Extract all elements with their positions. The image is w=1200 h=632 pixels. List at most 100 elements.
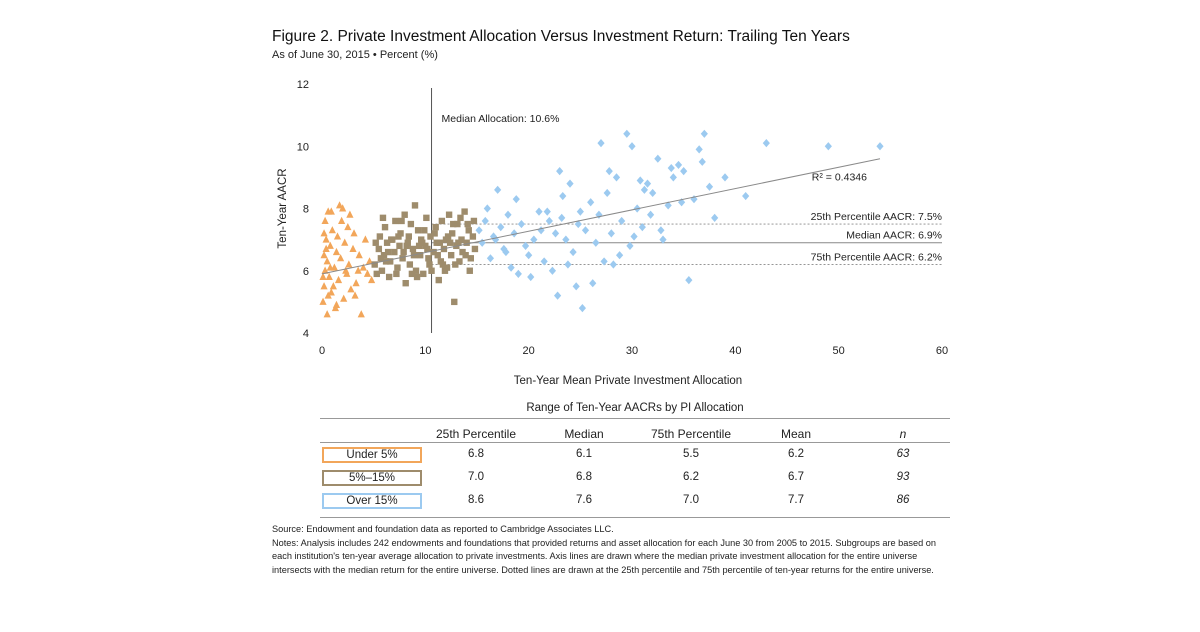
data-point-over-15 — [649, 188, 657, 198]
data-point-over-15 — [667, 163, 675, 173]
data-point-over-15 — [548, 266, 557, 275]
data-point-5-15 — [441, 267, 449, 274]
data-point-5-15 — [387, 258, 394, 265]
data-point-5-15 — [456, 258, 463, 265]
data-point-5-15 — [406, 261, 414, 268]
data-point-under-5 — [368, 275, 376, 284]
data-point-over-15 — [623, 129, 631, 138]
notes-text: Notes: Analysis includes 242 endowments … — [272, 537, 936, 575]
data-point-under-5 — [337, 254, 345, 262]
col-header-25th: 25th Percentile — [435, 427, 517, 441]
data-point-under-5 — [326, 263, 334, 271]
data-point-under-5 — [325, 272, 333, 280]
data-point-over-15 — [492, 235, 500, 244]
col-header-mean: Mean — [780, 427, 812, 441]
data-point-5-15 — [399, 255, 406, 262]
data-point-5-15 — [432, 223, 439, 231]
data-point-over-15 — [587, 198, 595, 207]
data-point-5-15 — [428, 267, 435, 274]
data-point-over-15 — [607, 229, 615, 238]
data-point-5-15 — [465, 227, 472, 234]
x-tick-label: 30 — [626, 345, 638, 357]
data-point-over-15 — [514, 269, 522, 278]
data-point-5-15 — [446, 239, 454, 246]
data-point-under-5 — [355, 250, 363, 259]
data-point-over-15 — [525, 251, 533, 260]
data-point-under-5 — [352, 279, 360, 287]
data-point-under-5 — [323, 257, 331, 265]
data-point-5-15 — [469, 233, 477, 240]
r-squared-label: R² = 0.4346 — [812, 171, 867, 183]
table-cell: 86 — [896, 494, 910, 506]
x-tick-label: 10 — [419, 345, 431, 357]
table-cell: 63 — [896, 448, 910, 460]
data-point-under-5 — [344, 222, 352, 231]
data-point-over-15 — [640, 185, 648, 194]
data-point-over-15 — [664, 201, 672, 210]
data-point-over-15 — [569, 247, 577, 257]
table-cell: 7.0 — [683, 494, 699, 506]
data-point-under-5 — [323, 310, 331, 318]
notes-block: Source: Endowment and foundation data as… — [272, 523, 952, 577]
data-point-over-15 — [654, 154, 662, 163]
data-point-5-15 — [452, 261, 459, 268]
data-point-5-15 — [426, 261, 433, 268]
data-point-over-15 — [657, 226, 665, 235]
data-point-over-15 — [824, 142, 832, 151]
data-point-5-15 — [420, 270, 427, 278]
data-point-5-15 — [373, 270, 380, 278]
data-point-over-15 — [685, 275, 693, 285]
col-header-median: Median — [564, 427, 604, 441]
data-point-5-15 — [449, 230, 456, 237]
data-point-under-5 — [328, 226, 336, 234]
data-point-over-15 — [616, 251, 624, 260]
data-point-over-15 — [876, 142, 884, 151]
data-point-over-15 — [559, 191, 567, 201]
x-tick-label: 0 — [319, 345, 325, 357]
data-point-over-15 — [742, 191, 750, 201]
data-point-under-5 — [361, 235, 369, 243]
data-point-under-5 — [322, 244, 330, 252]
data-point-over-15 — [540, 257, 548, 266]
data-point-over-15 — [574, 219, 582, 229]
data-point-over-15 — [674, 160, 683, 170]
group-label: Over 15% — [322, 493, 422, 509]
data-point-under-5 — [326, 241, 334, 249]
data-point-over-15 — [669, 173, 677, 182]
table-cell: 8.6 — [468, 494, 484, 506]
data-point-5-15 — [405, 233, 412, 240]
data-point-under-5 — [350, 229, 358, 237]
data-point-over-15 — [543, 207, 551, 216]
data-point-over-15 — [638, 223, 646, 232]
data-point-5-15 — [385, 273, 393, 281]
data-point-5-15 — [402, 280, 409, 287]
data-point-under-5 — [324, 207, 332, 215]
x-tick-label: 40 — [729, 345, 741, 357]
data-point-over-15 — [494, 185, 502, 194]
data-point-over-15 — [481, 216, 489, 226]
y-tick-label: 4 — [303, 328, 309, 340]
group-label: Under 5% — [322, 447, 422, 463]
data-point-5-15 — [392, 217, 399, 225]
reference-line-label: 25th Percentile AACR: 7.5% — [811, 211, 942, 223]
data-point-over-15 — [592, 238, 600, 247]
reference-line-label: 75th Percentile AACR: 6.2% — [811, 252, 942, 264]
data-point-under-5 — [357, 310, 365, 318]
data-point-5-15 — [382, 258, 390, 265]
data-point-5-15 — [438, 217, 446, 225]
data-point-5-15 — [381, 223, 389, 231]
data-point-under-5 — [329, 282, 337, 290]
table-header-rule — [320, 442, 950, 443]
data-point-over-15 — [486, 254, 495, 263]
data-point-5-15 — [447, 251, 455, 259]
data-point-5-15 — [401, 211, 408, 218]
y-tick-label: 6 — [303, 266, 309, 278]
data-point-5-15 — [388, 236, 395, 243]
data-point-over-15 — [564, 260, 572, 269]
data-point-5-15 — [455, 239, 462, 246]
reference-line-label: Median AACR: 6.9% — [846, 230, 942, 242]
data-point-5-15 — [424, 245, 431, 253]
data-point-5-15 — [461, 208, 468, 215]
data-point-over-15 — [502, 247, 510, 257]
data-point-over-15 — [581, 226, 590, 235]
